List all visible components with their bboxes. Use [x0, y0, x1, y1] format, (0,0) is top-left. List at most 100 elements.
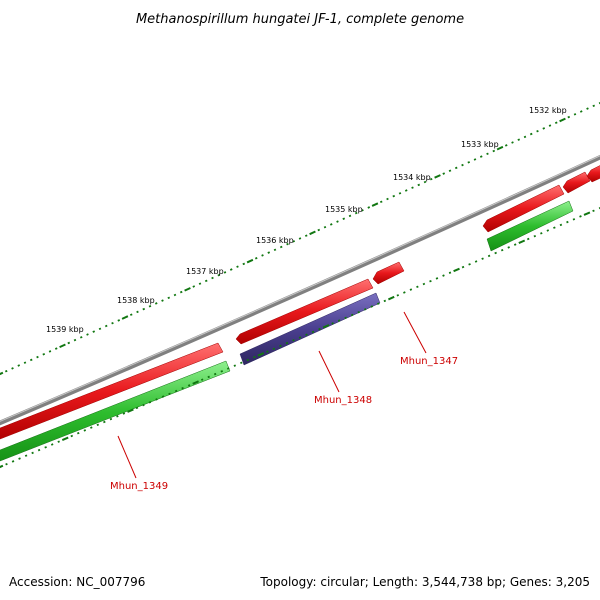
- inner-ring-minor-tick: [148, 401, 152, 404]
- inner-ring-minor-tick: [96, 423, 100, 427]
- inner-ring-minor-tick: [226, 367, 230, 370]
- inner-ring-minor-tick: [181, 386, 184, 390]
- scale-label-1539: 1539 kbp: [46, 325, 84, 334]
- outer-ring-minor-tick: [148, 304, 152, 308]
- inner-ring-major-tick: [61, 436, 69, 442]
- inner-ring-minor-tick: [363, 308, 367, 311]
- outer-ring-minor-tick: [567, 115, 571, 119]
- outer-ring-minor-tick: [348, 214, 352, 218]
- outer-ring-minor-tick: [192, 285, 196, 288]
- outer-ring-minor-tick: [392, 194, 396, 198]
- inner-ring-minor-tick: [155, 398, 158, 401]
- outer-ring-major-tick: [371, 202, 379, 207]
- inner-ring-minor-tick: [370, 305, 374, 308]
- inner-ring-minor-tick: [442, 274, 445, 277]
- outer-ring-minor-tick: [48, 350, 52, 353]
- inner-ring-minor-tick: [246, 358, 250, 362]
- outer-ring-minor-tick: [317, 228, 321, 232]
- inner-ring-minor-tick: [579, 215, 582, 218]
- inner-ring-minor-tick: [298, 336, 302, 339]
- inner-ring-minor-tick: [481, 257, 484, 260]
- cds-feature-right-1[interactable]: [482, 184, 565, 233]
- gene-label-mhun-1347[interactable]: Mhun_1347: [400, 356, 458, 367]
- inner-ring-minor-tick: [50, 443, 54, 446]
- outer-ring-minor-tick: [386, 197, 389, 201]
- outer-ring-minor-tick: [4, 369, 8, 373]
- outer-ring-minor-tick: [404, 189, 408, 192]
- inner-ring-minor-tick: [429, 279, 432, 283]
- outer-ring-minor-tick: [367, 206, 371, 209]
- inner-ring-minor-tick: [76, 431, 80, 435]
- outer-ring-minor-tick: [361, 209, 364, 212]
- outer-ring-minor-tick: [267, 251, 271, 254]
- inner-ring-minor-tick: [272, 347, 276, 351]
- outer-ring-minor-tick: [229, 268, 233, 271]
- outer-ring-minor-tick: [523, 135, 527, 139]
- inner-ring-minor-tick: [266, 350, 269, 353]
- inner-scale-ring: [0, 207, 600, 469]
- outer-ring-minor-tick: [429, 177, 433, 181]
- cds-feature-right-3[interactable]: [586, 163, 600, 183]
- outer-ring-minor-tick: [217, 273, 221, 277]
- inner-ring-minor-tick: [11, 460, 15, 463]
- outer-ring-minor-tick: [486, 152, 489, 156]
- cds-feature-mhun-1348[interactable]: [239, 292, 381, 366]
- inner-ring-minor-tick: [161, 395, 165, 398]
- outer-ring-major-tick: [121, 315, 129, 320]
- inner-ring-minor-tick: [5, 462, 8, 466]
- inner-ring-major-tick: [453, 267, 460, 273]
- inner-ring-minor-tick: [135, 406, 139, 410]
- scale-label-1534: 1534 kbp: [393, 173, 431, 182]
- inner-ring-minor-tick: [57, 440, 60, 443]
- gene-label-mhun-1348[interactable]: Mhun_1348: [314, 395, 372, 406]
- outer-ring-minor-tick: [236, 265, 239, 268]
- outer-ring-minor-tick: [573, 113, 577, 116]
- outer-ring-minor-tick: [304, 234, 308, 237]
- outer-ring-minor-tick: [492, 149, 496, 153]
- inner-ring-minor-tick: [187, 384, 191, 387]
- scale-label-1538: 1538 kbp: [117, 296, 155, 305]
- outer-ring-minor-tick: [223, 271, 227, 274]
- inner-ring-minor-tick: [487, 254, 491, 258]
- outer-ring-minor-tick: [204, 279, 208, 283]
- outer-ring-minor-tick: [286, 242, 289, 246]
- inner-ring-minor-tick: [507, 246, 510, 249]
- outer-ring-minor-tick: [336, 220, 339, 223]
- inner-ring-minor-tick: [592, 209, 595, 213]
- outer-ring-major-tick: [434, 174, 441, 179]
- inner-ring-minor-tick: [233, 364, 237, 367]
- callout-line-mhun-1349: [117, 435, 137, 479]
- inner-ring-minor-tick: [572, 218, 576, 221]
- inner-ring-major-tick: [0, 464, 4, 469]
- inner-ring-minor-tick: [598, 207, 600, 210]
- outer-ring-minor-tick: [73, 338, 77, 342]
- inner-ring-major-tick: [192, 380, 199, 385]
- cds-feature-right-2[interactable]: [562, 171, 591, 194]
- outer-ring-minor-tick: [11, 367, 14, 370]
- cds-feature-mhun-1347[interactable]: [372, 261, 405, 285]
- outer-ring-minor-tick: [379, 200, 383, 204]
- cds-feature-mhun-1349[interactable]: [0, 342, 224, 441]
- outer-ring-minor-tick: [461, 163, 464, 167]
- inner-ring-minor-tick: [213, 372, 217, 376]
- gene-feature-mhun-1349[interactable]: [0, 360, 231, 463]
- cds-feature-mhun-1348-region[interactable]: [235, 278, 374, 345]
- outer-ring-minor-tick: [211, 276, 214, 280]
- inner-ring-minor-tick: [168, 392, 171, 396]
- inner-ring-minor-tick: [546, 229, 550, 232]
- inner-ring-minor-tick: [83, 429, 87, 432]
- scale-label-1536: 1536 kbp: [256, 236, 294, 245]
- gene-label-mhun-1349[interactable]: Mhun_1349: [110, 481, 168, 492]
- inner-ring-minor-tick: [109, 417, 113, 421]
- inner-ring-minor-tick: [500, 248, 504, 252]
- outer-ring-major-tick: [59, 343, 66, 349]
- inner-ring-minor-tick: [285, 341, 289, 345]
- outer-ring-minor-tick: [554, 121, 558, 125]
- inner-ring-minor-tick: [566, 220, 569, 224]
- outer-ring-minor-tick: [442, 172, 446, 175]
- outer-ring-minor-tick: [161, 299, 164, 302]
- inner-ring-major-tick: [387, 295, 395, 301]
- outer-ring-minor-tick: [29, 358, 33, 362]
- gene-feature-right[interactable]: [486, 200, 574, 252]
- inner-ring-minor-tick: [403, 291, 406, 294]
